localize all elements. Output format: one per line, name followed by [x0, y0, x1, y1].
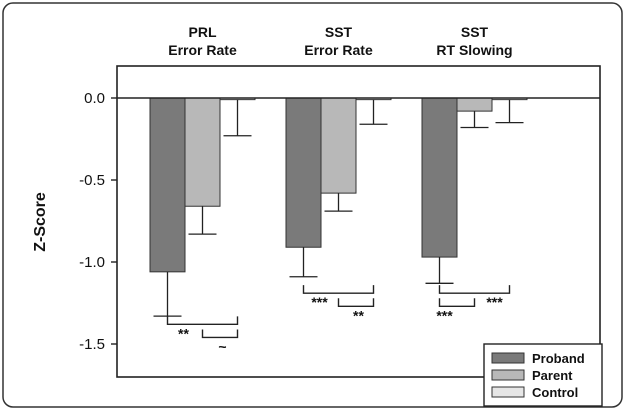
category-label-line1: SST [461, 24, 489, 40]
bars [149, 97, 528, 317]
plot-area [116, 65, 601, 378]
y-axis-label: Z-Score [32, 192, 49, 252]
bar-proband [421, 97, 458, 258]
significance-bracket [166, 316, 239, 326]
category-label-line2: Error Rate [168, 42, 237, 58]
y-tick-label: -1.0 [79, 254, 105, 271]
significance-label: ~ [218, 338, 226, 354]
bar-parent [184, 97, 221, 207]
legend-label-control: Control [532, 385, 578, 400]
bar-proband [149, 97, 186, 273]
legend: Proband Parent Control [483, 343, 603, 407]
significance-bracket [438, 285, 511, 294]
legend-swatch-control [491, 386, 525, 398]
legend-label-parent: Parent [532, 368, 573, 383]
significance-brackets: **~***** ****** [166, 285, 511, 354]
legend-label-proband: Proband [532, 351, 585, 366]
category-labels: PRL Error Rate SST Error Rate SST RT Slowing [168, 24, 512, 58]
y-axis-ticks: 0.0 -0.5 -1.0 -1.5 [79, 90, 117, 353]
category-label-line1: SST [325, 24, 353, 40]
legend-swatch-parent [491, 369, 525, 381]
significance-bracket [438, 298, 476, 307]
legend-swatch-proband [491, 352, 525, 364]
significance-label: *** [486, 294, 503, 310]
significance-label: *** [436, 307, 453, 323]
category-label-line2: Error Rate [304, 42, 373, 58]
significance-label: ** [178, 325, 189, 341]
figure-border [2, 2, 623, 408]
significance-label: ** [353, 307, 364, 323]
y-tick-label: -1.5 [79, 336, 105, 353]
significance-bracket [302, 285, 375, 294]
category-label-line2: RT Slowing [436, 42, 512, 58]
bar-proband [285, 97, 322, 248]
y-tick-label: 0.0 [84, 90, 105, 107]
significance-label: *** [311, 294, 328, 310]
bar-parent [456, 97, 493, 112]
significance-bracket [201, 329, 239, 339]
bar-parent [320, 97, 357, 194]
significance-bracket [337, 298, 375, 307]
category-label-line1: PRL [189, 24, 217, 40]
y-tick-label: -0.5 [79, 172, 105, 189]
